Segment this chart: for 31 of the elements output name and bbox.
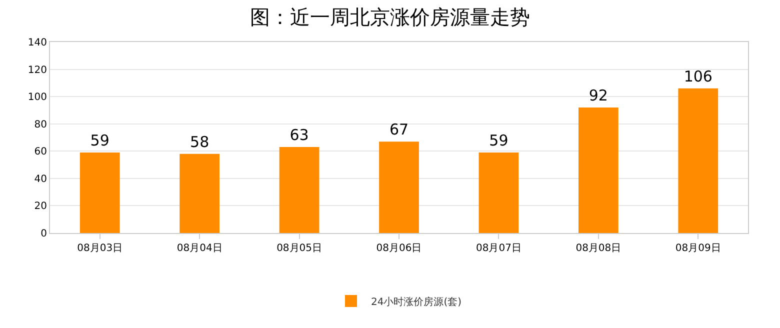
- x-tick-label: 08月06日: [376, 243, 422, 254]
- data-label: 59: [90, 132, 110, 150]
- y-tick-label: 100: [28, 92, 47, 104]
- x-tick-label: 08月09日: [675, 243, 721, 254]
- legend-label: 24小时涨价房源(套): [371, 296, 462, 308]
- y-tick-label: 20: [34, 201, 47, 212]
- data-label: 92: [588, 86, 608, 104]
- y-tick-label: 60: [34, 146, 47, 158]
- bar: [678, 88, 718, 233]
- x-tick-label: 08月08日: [576, 243, 622, 254]
- x-tick-label: 08月05日: [276, 243, 322, 254]
- bar: [478, 152, 519, 233]
- y-tick-label: 0: [40, 228, 47, 240]
- data-label: 58: [190, 132, 210, 151]
- bar: [279, 147, 320, 233]
- x-tick-label: 08月04日: [176, 243, 222, 254]
- data-label: 59: [489, 132, 508, 150]
- y-tick-label: 40: [34, 174, 47, 185]
- bar: [379, 142, 419, 233]
- y-tick-label: 80: [34, 119, 47, 130]
- y-tick-label: 140: [28, 38, 47, 48]
- data-label: 63: [290, 126, 309, 144]
- bar: [578, 107, 618, 233]
- bar: [180, 154, 220, 233]
- y-tick-label: 120: [28, 64, 47, 76]
- data-label: 106: [684, 67, 712, 86]
- data-label: 67: [389, 120, 409, 139]
- bar: [80, 152, 120, 233]
- x-tick-label: 08月03日: [77, 243, 123, 254]
- x-tick-label: 08月07日: [476, 243, 522, 254]
- chart-title: 图：近一周北京涨价房源量走势: [250, 4, 530, 29]
